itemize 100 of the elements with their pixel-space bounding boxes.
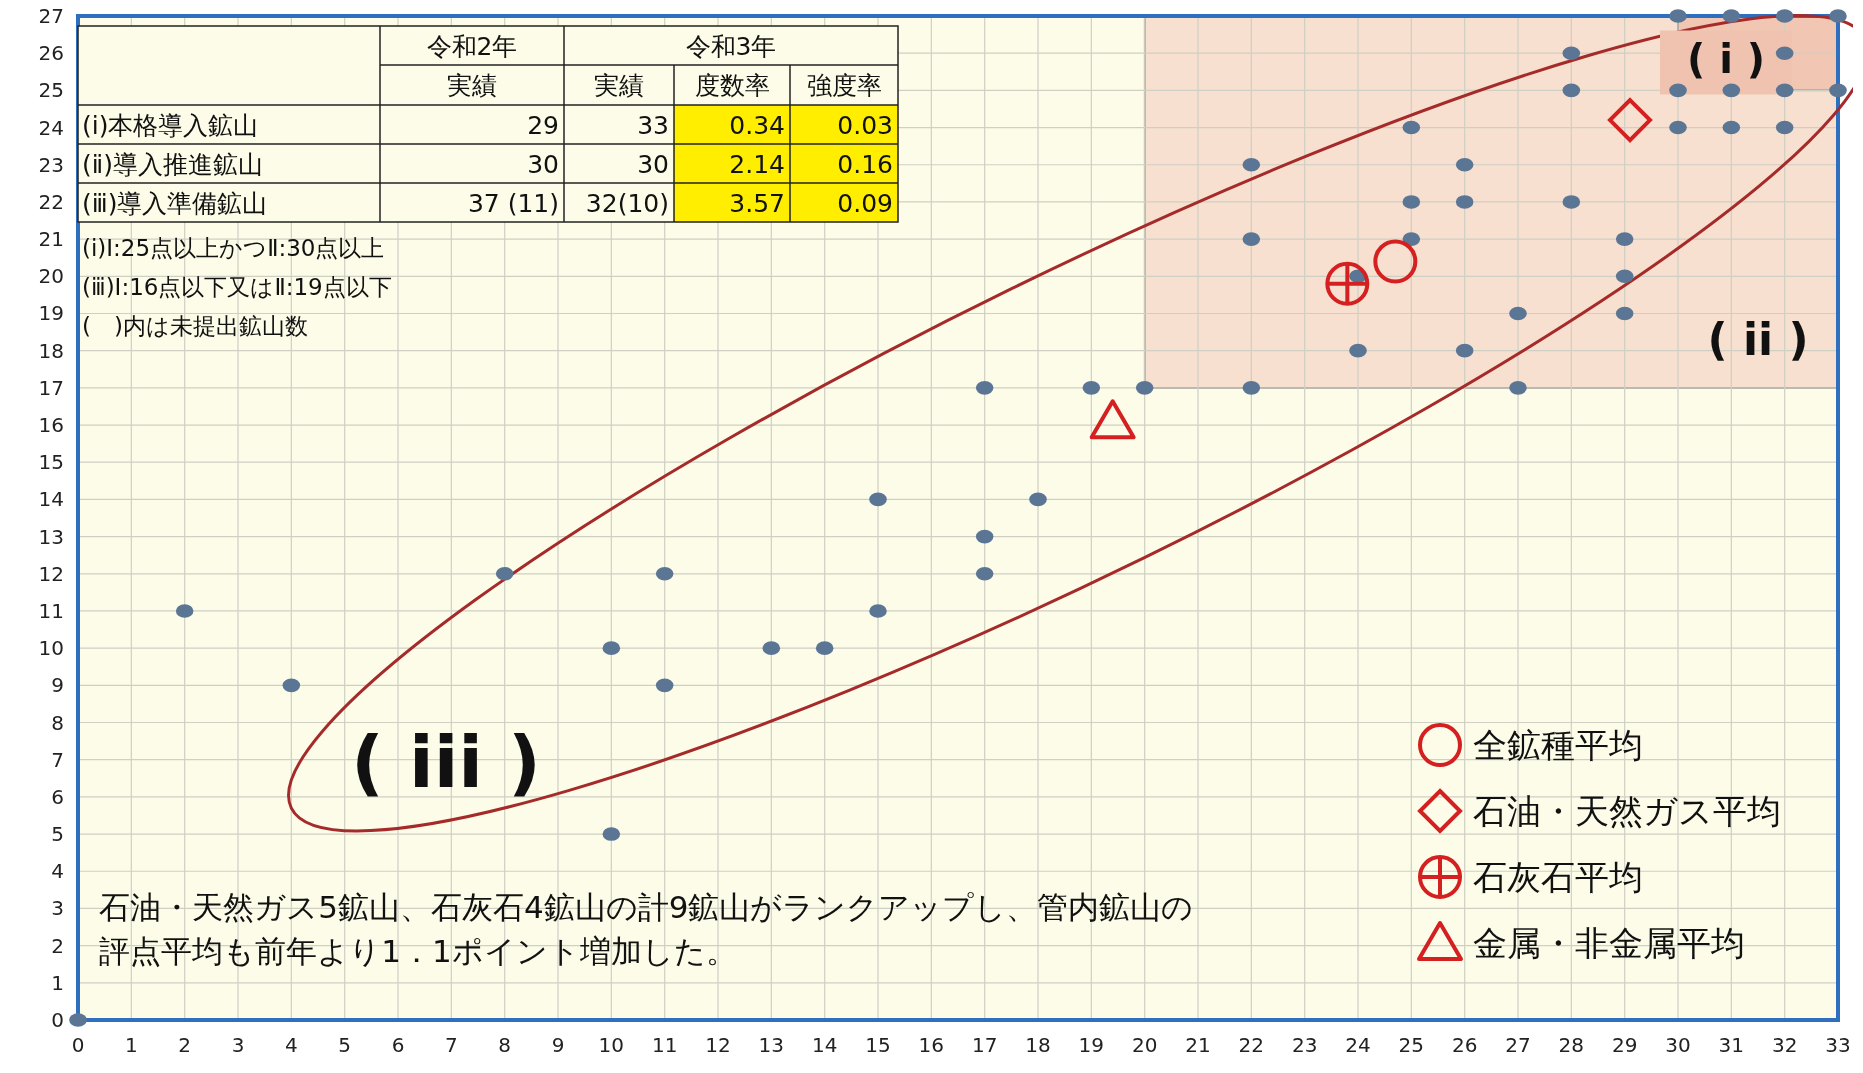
annotation: 2.14	[729, 149, 785, 179]
x-tick-label: 31	[1718, 1033, 1745, 1057]
point	[975, 566, 994, 581]
annotation: 令和2年	[426, 31, 518, 61]
point	[1829, 83, 1847, 98]
legend-label: 石油・天然ガス平均	[1473, 791, 1781, 831]
point	[1242, 381, 1261, 395]
y-tick-label: 10	[38, 636, 64, 661]
point	[1669, 120, 1687, 135]
y-tick-label: 0	[51, 1008, 64, 1032]
point	[1775, 9, 1794, 23]
point	[1402, 120, 1421, 135]
point	[1722, 83, 1741, 98]
point	[1242, 232, 1261, 246]
point	[495, 566, 514, 581]
y-tick-label: 17	[38, 375, 64, 400]
point	[1135, 381, 1154, 395]
annotation: 3.57	[729, 188, 785, 218]
annotation: (ⅲ)導入準備鉱山	[82, 188, 268, 218]
y-tick-label: 27	[38, 4, 64, 28]
annotation: 30	[637, 149, 669, 179]
x-tick-label: 6	[391, 1033, 405, 1057]
y-tick-label: 14	[38, 487, 64, 512]
annotation: 29	[527, 110, 559, 140]
x-tick-label: 0	[71, 1033, 85, 1057]
point	[1722, 120, 1741, 135]
y-tick-label: 26	[38, 41, 64, 66]
x-tick-label: 26	[1451, 1033, 1478, 1057]
point	[1242, 157, 1261, 172]
x-tick-label: 25	[1398, 1033, 1425, 1057]
annotation: 0.09	[837, 188, 893, 218]
point	[1615, 306, 1634, 321]
y-tick-label: 16	[38, 413, 64, 438]
point	[1089, 399, 1136, 440]
point	[1455, 157, 1474, 172]
y-tick-label: 9	[51, 673, 64, 698]
annotation: 令和3年	[685, 31, 777, 61]
y-tick-label: 19	[38, 301, 64, 326]
x-tick-label: 19	[1078, 1033, 1105, 1057]
annotation: 実績	[447, 71, 497, 100]
y-tick-label: 1	[51, 970, 64, 995]
annotation: 強度率	[806, 71, 882, 100]
point	[869, 604, 887, 618]
point	[1829, 9, 1847, 23]
point	[762, 641, 781, 655]
annotation: 0.34	[729, 110, 785, 140]
x-tick-label: 11	[651, 1033, 678, 1057]
annotation: ( ii )	[1707, 314, 1809, 366]
x-tick-label: 21	[1185, 1033, 1211, 1057]
x-tick-label: 20	[1131, 1033, 1158, 1057]
y-tick-label: 6	[51, 784, 64, 809]
x-tick-label: 28	[1558, 1033, 1585, 1057]
annotation: 0.16	[837, 149, 893, 179]
x-tick-label: 8	[498, 1033, 512, 1057]
x-tick-label: 15	[865, 1033, 891, 1057]
annotation: (ⅰ)本格導入鉱山	[82, 110, 259, 140]
x-tick-label: 7	[444, 1033, 458, 1057]
point	[1669, 9, 1687, 23]
annotation: 石油・天然ガス5鉱山、石灰石4鉱山の計9鉱山がランクアップし、管内鉱山の評点平均も前年より1．1ポイント増加した。	[99, 889, 1194, 970]
point	[1722, 9, 1741, 23]
x-tick-label: 17	[971, 1033, 998, 1057]
point	[1455, 195, 1474, 209]
point	[282, 678, 301, 693]
x-tick-label: 24	[1345, 1033, 1371, 1057]
point	[1615, 232, 1634, 246]
point	[602, 827, 621, 841]
legend-label: 金属・非金属平均	[1473, 923, 1745, 963]
annotation: 32(10)	[585, 188, 669, 218]
y-tick-label: 18	[38, 338, 64, 363]
annotation: 37 (11)	[467, 188, 559, 218]
point	[1455, 343, 1474, 358]
y-tick-label: 24	[38, 115, 64, 140]
x-tick-label: 5	[338, 1033, 352, 1057]
legend-label: 石灰石平均	[1473, 857, 1643, 897]
annotation: 0.03	[837, 110, 893, 140]
point	[1402, 232, 1421, 246]
x-tick-label: 16	[918, 1033, 945, 1057]
x-tick-label: 13	[758, 1033, 785, 1057]
x-tick-label: 14	[811, 1033, 838, 1057]
point	[1615, 269, 1634, 284]
point	[655, 566, 674, 581]
point	[815, 641, 834, 655]
point	[602, 641, 621, 655]
y-tick-label: 15	[38, 450, 64, 475]
x-tick-label: 2	[178, 1033, 192, 1057]
x-tick-label: 32	[1771, 1033, 1798, 1057]
x-tick-label: 3	[231, 1033, 245, 1057]
annotation: ( )内は未提出鉱山数	[82, 313, 308, 339]
annotation: (ⅰ)Ⅰ:25点以上かつⅡ:30点以上	[82, 235, 385, 261]
annotation: 33	[637, 110, 669, 140]
point	[1509, 381, 1527, 395]
x-tick-label: 30	[1665, 1033, 1691, 1057]
point	[1509, 306, 1527, 321]
y-tick-label: 3	[51, 896, 64, 921]
x-tick-label: 1	[124, 1033, 138, 1057]
point	[1608, 98, 1652, 143]
point	[975, 529, 994, 544]
x-tick-label: 12	[705, 1033, 731, 1057]
x-tick-label: 22	[1238, 1033, 1265, 1057]
annotation: ( iii )	[351, 719, 541, 804]
